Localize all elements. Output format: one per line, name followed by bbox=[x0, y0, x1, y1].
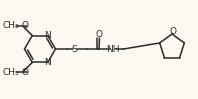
Text: O: O bbox=[22, 21, 29, 30]
Text: CH₃: CH₃ bbox=[2, 68, 19, 77]
Text: NH: NH bbox=[106, 44, 119, 53]
Text: CH₃: CH₃ bbox=[2, 21, 19, 30]
Text: O: O bbox=[95, 30, 102, 39]
Text: O: O bbox=[22, 68, 29, 77]
Text: S: S bbox=[72, 44, 77, 53]
Text: N: N bbox=[44, 58, 51, 67]
Text: O: O bbox=[169, 27, 176, 36]
Text: N: N bbox=[44, 31, 51, 40]
